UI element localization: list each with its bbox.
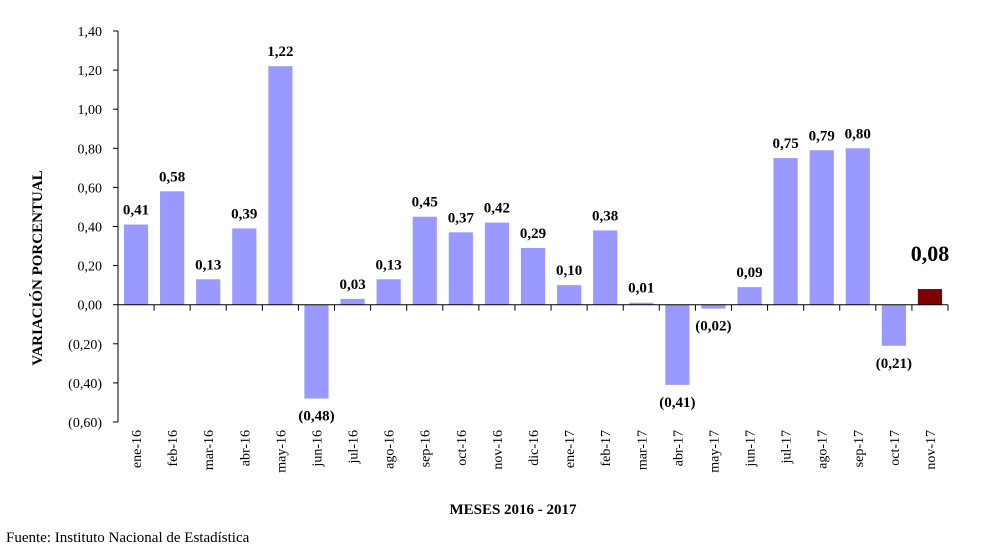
data-label: (0,41) <box>659 395 695 411</box>
y-tick-label: (0,60) <box>68 416 102 431</box>
y-tick-label: 1,20 <box>78 64 103 79</box>
data-label: 0,58 <box>159 169 185 185</box>
bar <box>917 289 943 305</box>
bar <box>160 191 185 305</box>
y-tick-label: 0,00 <box>78 299 103 314</box>
x-tick-label: may-17 <box>707 430 722 473</box>
y-tick-label: (0,40) <box>68 377 102 392</box>
x-axis-title: MESES 2016 - 2017 <box>449 502 577 518</box>
bar <box>773 158 798 305</box>
y-axis-title: VARIACIÓN PORCENTUAL <box>29 170 46 365</box>
x-tick-label: nov-17 <box>924 430 939 470</box>
y-tick-label: 1,40 <box>78 25 103 40</box>
data-label: 0,39 <box>231 206 257 222</box>
bar <box>376 279 401 305</box>
data-label: 0,75 <box>772 136 798 152</box>
x-tick-label: dic-16 <box>527 430 542 466</box>
y-tick-label: 0,20 <box>78 260 103 275</box>
data-label: 0,45 <box>412 195 438 211</box>
data-label: 0,37 <box>448 210 475 226</box>
data-label: 0,10 <box>556 263 582 279</box>
data-label: (0,02) <box>695 319 731 335</box>
data-label: 0,13 <box>195 257 221 273</box>
data-label: 0,80 <box>845 126 871 142</box>
bar <box>593 230 618 305</box>
x-tick-label: sep-17 <box>852 430 867 467</box>
y-tick-label: (0,20) <box>68 338 102 353</box>
data-label: 0,42 <box>484 201 510 217</box>
bar <box>484 222 510 305</box>
bar <box>448 232 473 305</box>
data-label: 0,38 <box>592 208 618 224</box>
data-label: 0,09 <box>736 265 762 281</box>
data-label: 0,08 <box>911 241 950 266</box>
source-note: Fuente: Instituto Nacional de Estadístic… <box>6 530 250 546</box>
x-tick-label: feb-17 <box>599 430 614 467</box>
data-label: (0,48) <box>298 409 334 425</box>
data-labels: 0,41 0,58 0,13 0,39 1,22 (0,48) 0,03 0,13 0,45 0,… <box>123 44 949 424</box>
data-label: 1,22 <box>267 44 293 60</box>
x-tick-label: feb-16 <box>166 430 181 467</box>
y-tick-label: 0,80 <box>78 142 103 157</box>
x-tick-label: abr-17 <box>671 430 686 466</box>
y-axis-ticks: 1,40 1,20 1,00 0,80 0,60 0,40 0,20 0,00 (0,20) (0… <box>68 25 118 431</box>
x-tick-label: ene-16 <box>130 430 145 468</box>
axes <box>117 31 948 422</box>
x-tick-label: jun-16 <box>310 430 325 468</box>
x-tick-label: nov-16 <box>491 430 506 470</box>
bar <box>196 279 221 305</box>
x-tick-label: jun-17 <box>744 430 759 468</box>
bar <box>304 304 329 399</box>
x-tick-label: sep-16 <box>419 430 434 467</box>
y-tick-label: 0,60 <box>78 181 103 196</box>
y-tick-label: 0,40 <box>78 221 103 236</box>
x-tick-label: may-16 <box>274 430 289 473</box>
x-tick-label: abr-16 <box>238 430 253 466</box>
bar <box>340 298 365 305</box>
bar <box>556 285 582 305</box>
x-tick-label: ago-17 <box>816 430 831 469</box>
bar <box>809 150 834 305</box>
bar <box>412 216 437 305</box>
bars <box>123 66 943 399</box>
bar <box>629 302 654 305</box>
data-label: 0,29 <box>520 226 546 242</box>
data-label: (0,21) <box>876 356 912 372</box>
bar <box>520 248 546 305</box>
bar <box>665 304 690 385</box>
data-label: 0,41 <box>123 203 149 219</box>
x-tick-label: ago-16 <box>383 430 398 469</box>
x-tick-label: oct-16 <box>455 430 470 466</box>
bar <box>737 287 762 305</box>
x-axis-ticks: ene-16 feb-16 mar-16 abr-16 may-16 jun-16 jul-… <box>117 304 949 473</box>
x-tick-label: ene-17 <box>563 430 578 468</box>
x-tick-label: mar-17 <box>635 430 650 470</box>
bar <box>881 304 906 346</box>
bar <box>232 228 257 305</box>
bar <box>268 66 293 305</box>
x-tick-label: jul-17 <box>780 430 795 464</box>
y-tick-label: 1,00 <box>78 103 103 118</box>
x-tick-label: oct-17 <box>888 430 903 466</box>
data-label: 0,13 <box>376 257 402 273</box>
data-label: 0,01 <box>628 281 654 297</box>
bar <box>123 224 149 305</box>
x-tick-label: jul-16 <box>347 430 362 464</box>
data-label: 0,79 <box>809 128 835 144</box>
bar <box>845 148 870 305</box>
bar <box>701 304 726 309</box>
data-label: 0,03 <box>339 277 365 293</box>
x-tick-label: mar-16 <box>202 430 217 470</box>
